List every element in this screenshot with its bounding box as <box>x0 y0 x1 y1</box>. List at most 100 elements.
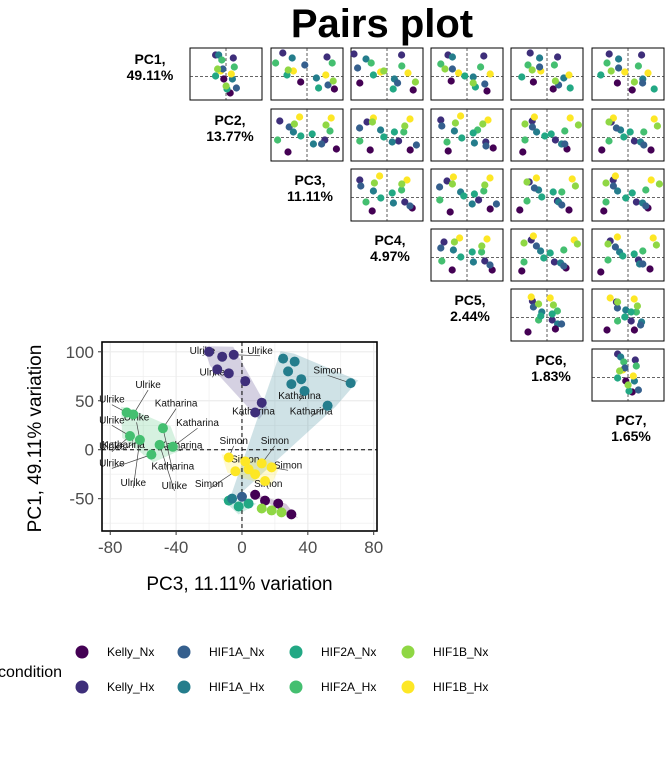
main-points <box>121 346 356 520</box>
pair-point <box>639 79 647 87</box>
data-point <box>260 476 271 487</box>
pair-point <box>322 71 330 79</box>
pair-point <box>602 179 610 187</box>
pair-point <box>389 85 397 93</box>
pair-point <box>640 141 648 149</box>
data-point <box>167 441 178 452</box>
data-point <box>299 385 310 396</box>
pair-point <box>368 118 376 126</box>
pair-point <box>437 116 445 124</box>
pair-point <box>357 182 365 190</box>
pair-point <box>523 197 531 205</box>
pair-point <box>621 68 629 76</box>
pair-point <box>523 178 531 186</box>
pair-point <box>477 63 485 71</box>
pc-label-variance: 1.65% <box>611 428 651 444</box>
pair-point <box>448 266 456 274</box>
pair-point <box>394 79 402 87</box>
pair-point <box>558 201 566 209</box>
pair-point <box>297 78 305 86</box>
pair-point <box>468 248 476 256</box>
pair-point <box>620 358 628 366</box>
pair-point <box>363 118 371 126</box>
pair-point <box>614 187 622 195</box>
pair-point <box>548 316 556 324</box>
pair-point <box>614 374 622 382</box>
pair-point <box>323 53 331 61</box>
point-label: Simon <box>313 365 341 376</box>
pair-point <box>565 71 573 79</box>
pair-point <box>568 175 576 183</box>
pair-point <box>377 126 385 134</box>
pair-point <box>332 145 340 153</box>
pair-point <box>597 268 605 276</box>
y-axis-title: PC1, 49.11% variation <box>25 345 46 533</box>
data-point <box>227 493 238 504</box>
pair-panel <box>591 168 665 222</box>
page-title: Pairs plot <box>290 2 474 46</box>
pair-point <box>605 137 613 145</box>
pair-point <box>214 65 222 73</box>
pc-label-variance: 1.83% <box>531 368 571 384</box>
legend-item: Kelly_Nx <box>75 645 154 659</box>
pair-point <box>553 307 562 315</box>
pair-point <box>547 130 555 138</box>
pair-point <box>527 293 535 301</box>
pair-point <box>551 136 560 144</box>
pair-point <box>532 242 541 250</box>
pair-point <box>362 198 370 206</box>
pair-point <box>535 300 543 308</box>
pair-panel <box>591 228 665 282</box>
pair-point <box>455 69 463 77</box>
pair-point <box>468 200 476 208</box>
pair-point <box>356 137 364 145</box>
pair-point <box>639 247 647 255</box>
data-point <box>128 409 139 420</box>
pair-point <box>604 256 612 264</box>
pair-point <box>634 386 643 394</box>
pair-point <box>297 132 305 140</box>
pair-point <box>395 137 403 145</box>
pair-point <box>537 247 545 255</box>
data-point <box>296 374 307 385</box>
pair-point <box>492 200 500 208</box>
pair-point <box>519 148 527 156</box>
pair-point <box>276 117 284 125</box>
legend-label: HIF1A_Nx <box>209 645 264 659</box>
x-tick-label: 0 <box>237 538 246 557</box>
pair-panel <box>510 47 584 101</box>
data-point <box>286 509 297 520</box>
pair-point <box>470 190 478 198</box>
pair-panel <box>350 168 424 222</box>
pair-point <box>520 239 528 247</box>
pair-point <box>481 257 489 265</box>
pair-point <box>469 79 477 87</box>
pair-point <box>621 313 629 321</box>
pair-point <box>526 49 534 57</box>
pair-point <box>350 50 358 58</box>
pair-point <box>627 308 635 316</box>
pair-point <box>628 86 636 94</box>
data-point <box>283 366 294 377</box>
pair-point <box>447 77 455 85</box>
pair-point <box>560 262 568 270</box>
label-connector <box>159 444 175 491</box>
pair-point <box>630 78 639 86</box>
pair-point <box>597 71 605 79</box>
legend-label: HIF1B_Hx <box>433 680 488 694</box>
data-point <box>250 407 261 418</box>
pair-point <box>611 243 620 251</box>
pair-point <box>598 146 606 154</box>
pair-point <box>301 61 309 69</box>
pair-point <box>613 304 622 312</box>
pc-label-column: PC1,49.11% PC2,13.77% PC3,11.11% PC4,4.97% P… <box>127 51 652 444</box>
point-label: Ulrike <box>190 346 216 357</box>
y-tick-label: 100 <box>66 343 94 362</box>
point-label: Katharina <box>160 441 203 452</box>
pc-label-name: PC6, <box>535 352 566 368</box>
data-point <box>134 434 145 445</box>
pair-point <box>647 146 655 154</box>
pair-point <box>627 317 635 325</box>
data-point <box>223 452 234 463</box>
